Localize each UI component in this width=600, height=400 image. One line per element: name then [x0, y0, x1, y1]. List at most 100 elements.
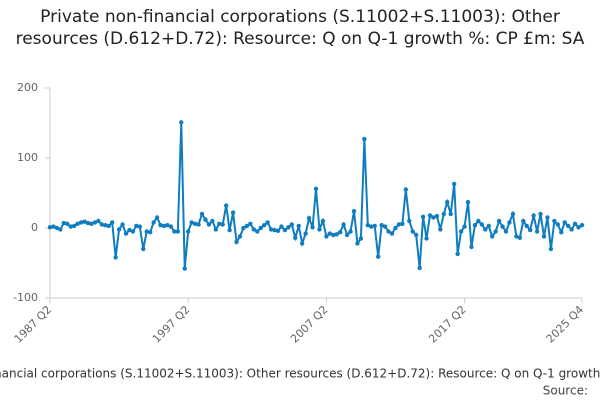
data-point — [196, 222, 201, 227]
data-point — [272, 227, 277, 233]
data-point — [496, 218, 502, 224]
data-point — [344, 232, 350, 238]
data-point — [299, 241, 305, 246]
data-point — [455, 251, 460, 257]
data-point — [524, 223, 529, 229]
legend-label: Private non-financial corporations (S.11… — [0, 367, 600, 381]
series-line — [49, 122, 583, 269]
data-point — [310, 225, 315, 230]
data-point — [489, 234, 495, 239]
data-point — [47, 225, 53, 230]
data-point — [531, 213, 536, 218]
data-point — [476, 218, 481, 224]
data-point — [220, 222, 225, 227]
data-point — [420, 214, 426, 219]
data-point — [403, 187, 409, 192]
data-point — [279, 224, 284, 229]
data-point — [116, 227, 122, 232]
data-point — [255, 229, 260, 234]
data-point — [458, 229, 464, 234]
data-point — [234, 239, 239, 245]
data-point — [96, 218, 101, 224]
data-point — [569, 227, 574, 232]
source: Source: — [543, 384, 588, 398]
data-point — [54, 225, 60, 231]
data-point — [438, 227, 443, 232]
data-point — [483, 227, 488, 232]
data-point — [241, 225, 246, 231]
data-point — [179, 120, 184, 125]
data-point — [393, 225, 398, 231]
data-point — [303, 231, 308, 236]
data-point — [507, 220, 512, 225]
data-point — [521, 218, 526, 224]
data-point — [479, 222, 485, 227]
data-point — [334, 232, 339, 237]
data-point — [120, 222, 125, 227]
data-point — [331, 232, 336, 238]
data-point — [68, 224, 73, 229]
data-point — [431, 215, 436, 220]
data-point — [462, 224, 467, 229]
data-point — [92, 220, 98, 225]
x-tick-label: 1997 Q2 — [150, 303, 193, 346]
data-point — [306, 216, 312, 221]
data-point — [154, 215, 160, 220]
data-point — [545, 215, 550, 220]
data-point — [286, 225, 291, 230]
data-point — [265, 220, 270, 225]
data-point — [58, 227, 63, 232]
data-point — [296, 223, 301, 229]
data-point — [130, 229, 136, 234]
data-point — [510, 211, 516, 217]
data-point — [147, 230, 153, 235]
x-tick-label: 2017 Q2 — [426, 303, 469, 346]
data-point — [258, 225, 263, 231]
y-tick-label: 200 — [17, 81, 38, 94]
data-point — [261, 223, 267, 228]
data-point — [65, 221, 70, 226]
data-point — [362, 136, 367, 142]
data-point — [165, 223, 170, 228]
data-point — [341, 222, 346, 227]
data-point — [78, 220, 84, 225]
data-point — [445, 199, 450, 205]
data-point — [85, 220, 91, 226]
data-point — [493, 229, 498, 234]
data-point — [61, 220, 67, 226]
data-point — [400, 221, 405, 226]
data-point — [555, 222, 561, 227]
data-point — [565, 223, 571, 229]
data-point — [103, 223, 108, 228]
data-point — [89, 221, 94, 226]
data-point — [389, 231, 395, 236]
x-tick-label: 2007 Q2 — [288, 303, 331, 346]
data-point — [182, 266, 187, 271]
data-point — [172, 229, 177, 234]
data-point — [465, 199, 471, 205]
data-point — [158, 223, 163, 228]
data-point — [237, 234, 243, 239]
data-point — [572, 221, 578, 226]
data-point — [293, 235, 298, 240]
data-point — [579, 223, 585, 228]
data-point — [407, 218, 412, 224]
data-point — [206, 222, 212, 227]
data-point — [441, 211, 447, 217]
data-point — [82, 219, 87, 224]
data-point — [469, 244, 474, 250]
data-point — [410, 229, 415, 234]
data-point — [192, 221, 198, 226]
data-point — [230, 210, 236, 215]
data-point — [355, 241, 360, 246]
data-point — [320, 218, 326, 224]
data-point — [137, 224, 143, 229]
data-point — [559, 230, 564, 235]
data-point — [500, 224, 505, 229]
data-point — [372, 223, 377, 229]
data-point — [503, 229, 509, 234]
data-point — [337, 230, 343, 235]
data-point — [448, 211, 453, 217]
data-point — [517, 235, 523, 240]
